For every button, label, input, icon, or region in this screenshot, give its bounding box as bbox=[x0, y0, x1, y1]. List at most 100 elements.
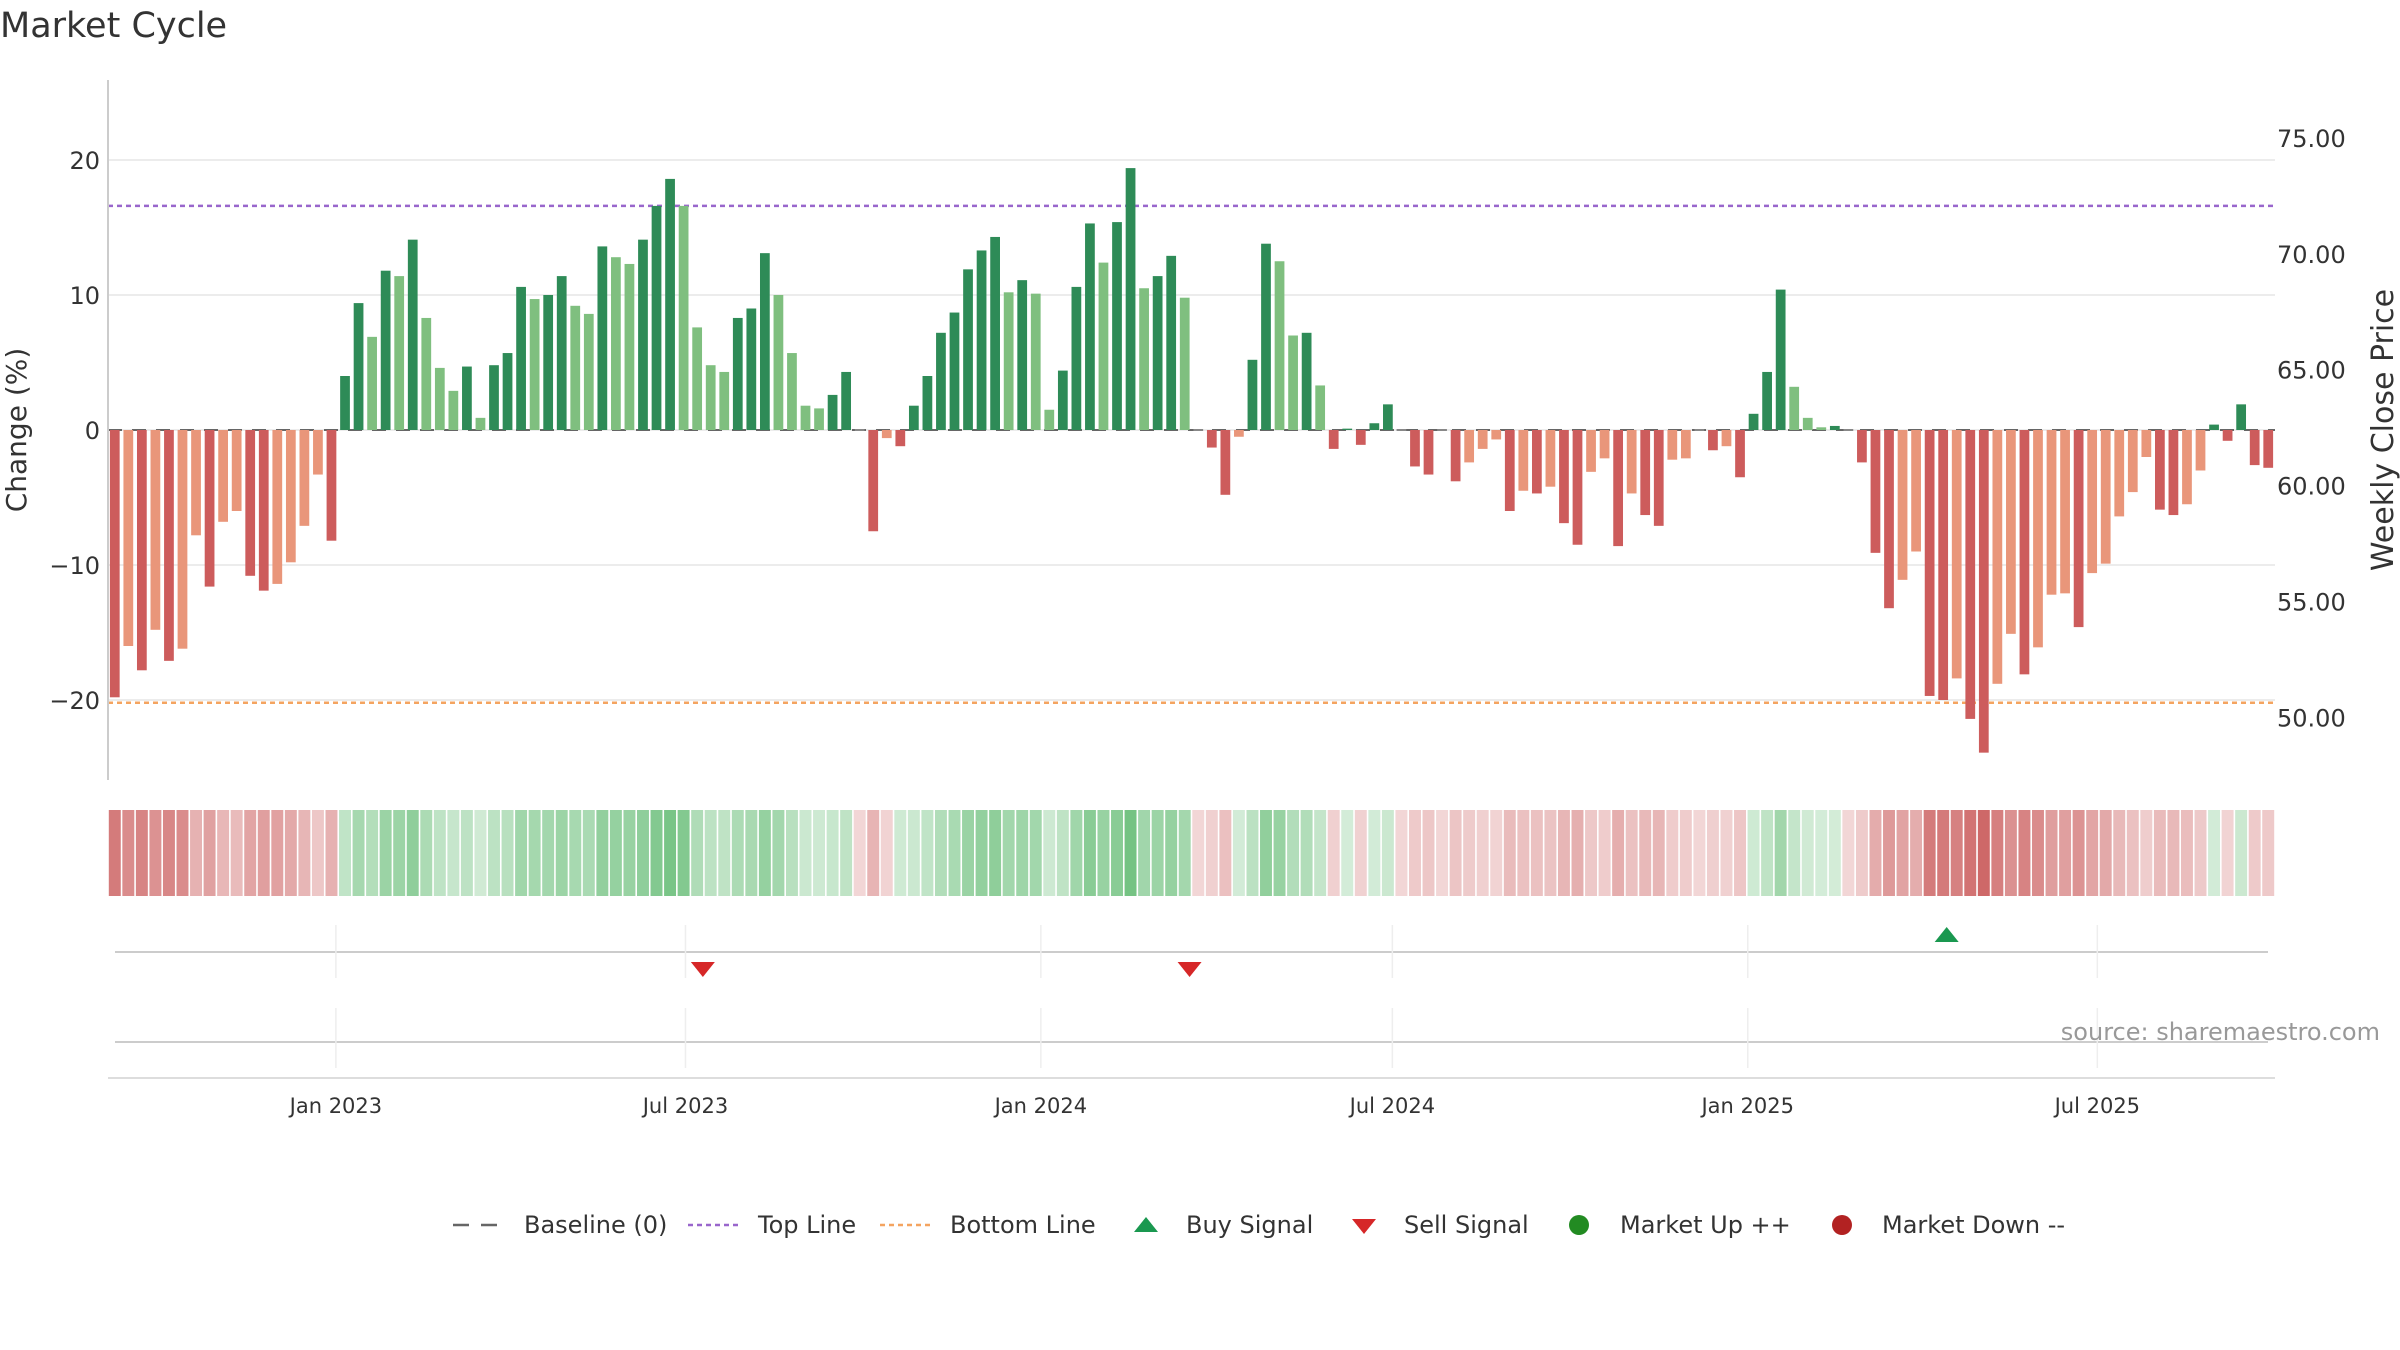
bar bbox=[665, 178, 675, 430]
bar bbox=[2127, 430, 2138, 493]
bar bbox=[976, 250, 987, 430]
bar bbox=[1748, 413, 1759, 430]
cycle-cell bbox=[934, 810, 947, 896]
bar bbox=[759, 253, 770, 430]
legend-market-up: Market Up ++ bbox=[1569, 1211, 1791, 1239]
bar bbox=[1301, 332, 1312, 430]
bar bbox=[827, 394, 838, 430]
bar bbox=[868, 430, 879, 532]
bar bbox=[299, 430, 310, 526]
cycle-cell bbox=[2235, 810, 2248, 896]
cycle-cell bbox=[528, 810, 541, 896]
bar bbox=[1057, 370, 1068, 430]
cycle-cell bbox=[1056, 810, 1069, 896]
legend-sell-symbol bbox=[1352, 1219, 1376, 1234]
bar bbox=[1274, 261, 1285, 430]
cycle-cell bbox=[135, 810, 148, 896]
cycle-cell bbox=[1043, 810, 1056, 896]
bar bbox=[949, 312, 960, 430]
cycle-cell bbox=[1923, 810, 1936, 896]
cycle-cell bbox=[366, 810, 379, 896]
cycle-cell bbox=[1395, 810, 1408, 896]
bar bbox=[1179, 297, 1190, 430]
buy-signal-marker bbox=[1934, 927, 1959, 942]
cycle-cell bbox=[2086, 810, 2099, 896]
cycle-cell bbox=[1612, 810, 1625, 896]
legend-baseline: Baseline (0) bbox=[453, 1211, 667, 1239]
bar bbox=[109, 430, 120, 698]
bar bbox=[1477, 430, 1488, 449]
bar bbox=[922, 376, 933, 430]
legend-buy-symbol bbox=[1134, 1217, 1158, 1232]
cycle-cell bbox=[1219, 810, 1232, 896]
bar bbox=[489, 365, 499, 430]
axis-layer: 20 10 0 −10 −20 75.00 70.00 65.00 60.00 55.00 50.0… bbox=[0, 80, 2400, 780]
cycle-cell bbox=[1734, 810, 1746, 896]
cycle-cell bbox=[569, 810, 582, 896]
cycle-cell bbox=[1476, 810, 1489, 896]
cycle-cell bbox=[1855, 810, 1868, 896]
cycle-cell bbox=[582, 810, 595, 896]
cycle-cell bbox=[217, 810, 230, 896]
bar bbox=[1003, 292, 1014, 430]
bar bbox=[1586, 430, 1596, 472]
bar bbox=[841, 371, 852, 430]
cycle-cell bbox=[907, 810, 920, 896]
cycle-cell bbox=[1598, 810, 1611, 896]
cycle-cell bbox=[1950, 810, 1963, 896]
bar bbox=[1504, 430, 1515, 511]
bar bbox=[651, 205, 662, 430]
cycle-cell bbox=[1449, 810, 1462, 896]
cycle-cell bbox=[2072, 810, 2085, 896]
bar bbox=[1762, 371, 1772, 430]
cycle-cell bbox=[447, 810, 460, 896]
cycle-cell bbox=[420, 810, 433, 896]
cycle-cell bbox=[1761, 810, 1774, 896]
bar bbox=[732, 317, 743, 430]
legend-market-down: Market Down -- bbox=[1832, 1211, 2065, 1239]
cycle-cell bbox=[1679, 810, 1692, 896]
cycle-cell bbox=[1381, 810, 1394, 896]
cycle-cell bbox=[1327, 810, 1340, 896]
x-tick-label: Jan 2025 bbox=[1699, 1094, 1794, 1118]
cycle-cell bbox=[257, 810, 270, 896]
y2-tick-label: 65.00 bbox=[2277, 357, 2346, 385]
cycle-cell bbox=[474, 810, 487, 896]
cycle-cell bbox=[2180, 810, 2193, 896]
cycle-cell bbox=[108, 810, 121, 896]
cycle-cell bbox=[1260, 810, 1272, 896]
bar bbox=[1802, 417, 1813, 430]
cycle-cell bbox=[1151, 810, 1164, 896]
bar bbox=[516, 286, 526, 430]
cycle-cell bbox=[921, 810, 934, 896]
y2-tick-label: 50.00 bbox=[2277, 704, 2346, 732]
bar bbox=[2249, 430, 2260, 466]
cycle-cell bbox=[1842, 810, 1855, 896]
bar bbox=[746, 308, 757, 430]
cycle-cell bbox=[1232, 810, 1245, 896]
bar bbox=[556, 276, 567, 430]
bar bbox=[1531, 430, 1542, 494]
bar bbox=[1599, 430, 1610, 459]
cycle-cell bbox=[2208, 810, 2221, 896]
cycle-cell bbox=[2262, 810, 2275, 896]
cycle-cell bbox=[813, 810, 826, 896]
bar bbox=[1626, 430, 1637, 494]
cycle-cell bbox=[596, 810, 609, 896]
legend-market-up-label: Market Up ++ bbox=[1620, 1211, 1791, 1239]
legend-sell: Sell Signal bbox=[1352, 1211, 1529, 1239]
cycle-cell bbox=[609, 810, 622, 896]
bar bbox=[394, 276, 405, 430]
cycle-cell bbox=[2099, 810, 2112, 896]
bar bbox=[1139, 288, 1149, 430]
bar bbox=[1355, 430, 1366, 445]
bar bbox=[407, 239, 418, 430]
cycle-cell bbox=[1422, 810, 1435, 896]
bar bbox=[1328, 430, 1339, 449]
bar-zero bbox=[854, 429, 865, 431]
cycle-cell bbox=[1625, 810, 1638, 896]
cycle-cell bbox=[1463, 810, 1476, 896]
cycle-cell bbox=[1747, 810, 1760, 896]
cycle-cell bbox=[975, 810, 988, 896]
